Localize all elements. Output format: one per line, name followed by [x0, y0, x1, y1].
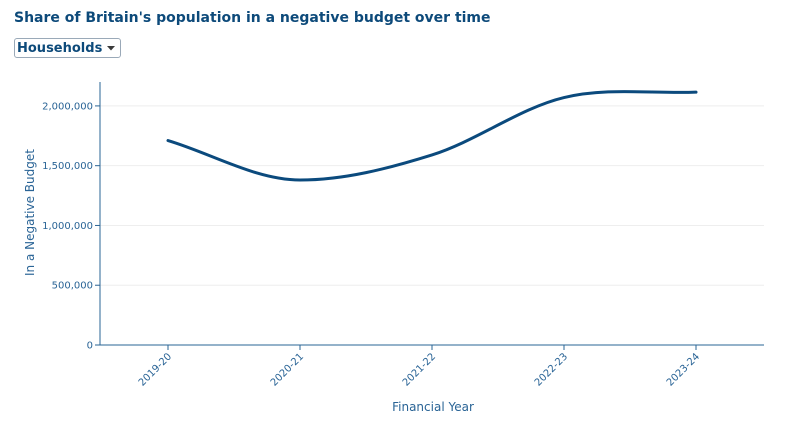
dropdown-selected-value: Households [17, 41, 103, 56]
grid-lines [100, 105, 764, 286]
x-tick-label: 2023-24 [665, 351, 702, 388]
caret-down-icon [107, 46, 115, 51]
series-line [166, 90, 698, 182]
axes [95, 82, 764, 350]
x-tick-labels: 2019-20 2020-21 2021-22 2022-23 2023-24 [137, 351, 702, 388]
y-tick-labels: 0 500,000 1,000,000 1,500,000 2,000,000 [42, 101, 93, 351]
x-tick-label: 2020-21 [269, 351, 306, 388]
x-axis-title: Financial Year [392, 400, 474, 414]
y-tick-label: 0 [87, 341, 93, 352]
y-tick-label: 1,000,000 [42, 221, 93, 232]
x-tick-label: 2019-20 [137, 351, 174, 388]
chart-title: Share of Britain's population in a negat… [14, 10, 491, 26]
y-axis-title: In a Negative Budget [23, 149, 37, 276]
x-tick-label: 2021-22 [401, 351, 438, 388]
series-layer [166, 90, 698, 182]
y-tick-label: 1,500,000 [42, 161, 93, 172]
y-tick-label: 500,000 [52, 281, 93, 292]
measure-dropdown[interactable]: Households [14, 38, 121, 58]
x-tick-label: 2022-23 [533, 351, 570, 388]
y-tick-label: 2,000,000 [42, 101, 93, 112]
